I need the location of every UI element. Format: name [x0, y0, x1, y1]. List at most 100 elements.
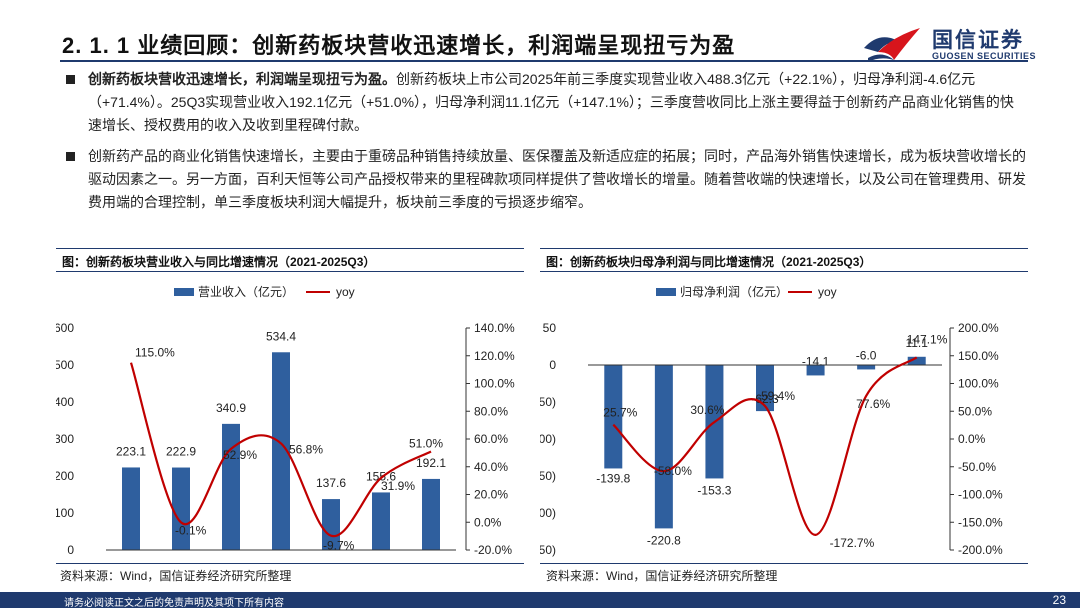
bar-value-label: 11.1	[905, 336, 928, 350]
legend-line-label: yoy	[818, 285, 837, 299]
bar-value-label: -153.3	[697, 483, 731, 497]
yoy-value-label: -9.7%	[323, 539, 355, 553]
legend-bar-label: 归母净利润（亿元）	[680, 284, 788, 299]
page-number: 23	[1052, 593, 1066, 607]
y-right-tick-label: 100.0%	[958, 377, 999, 391]
y-right-tick-label: 20.0%	[474, 488, 508, 502]
revenue-chart: 营业收入（亿元） yoy 0 100 200 300 400 500 600 -20.0% 0.0%…	[56, 284, 515, 564]
x-tick-label: 25Q2	[366, 561, 396, 564]
x-tick-label: 2022	[651, 561, 678, 564]
yoy-value-label: 25.7%	[603, 406, 637, 420]
title-divider	[60, 60, 1028, 62]
bar-value-label: -62.3	[751, 392, 779, 406]
y-left-tick-label: (200)	[540, 506, 556, 520]
yoy-value-label: -172.7%	[830, 536, 875, 550]
y-left-tick-label: 600	[56, 321, 74, 335]
bar	[604, 365, 623, 469]
source-note-left: 资料来源：Wind，国信证券经济研究所整理	[60, 569, 292, 583]
chart-rule	[56, 563, 524, 564]
bar	[907, 356, 926, 365]
y-left-tick-label: (250)	[540, 543, 556, 557]
chart-rule	[56, 248, 524, 249]
bar	[422, 478, 440, 550]
yoy-value-label: 147.1%	[907, 332, 948, 346]
x-tick-label: 2024	[268, 561, 295, 564]
y-left-tick-label: 400	[56, 395, 74, 409]
bar-value-label: 222.9	[166, 445, 196, 459]
yoy-line	[129, 362, 432, 537]
legend-line-label: yoy	[336, 285, 355, 299]
bar-value-label: -14.1	[802, 354, 830, 368]
x-tick-label: 25Q1	[316, 561, 346, 564]
bar-value-label: 340.9	[216, 401, 246, 415]
y-right-tick-label: 0.0%	[958, 432, 986, 446]
yoy-value-label: 52.9%	[223, 448, 257, 462]
legend-bar-swatch	[656, 288, 676, 296]
y-right-tick-label: 100.0%	[474, 377, 515, 391]
y-right-tick-label: -50.0%	[958, 460, 996, 474]
bar-value-label: -220.8	[647, 533, 681, 547]
y-left-tick-label: (100)	[540, 432, 556, 446]
y-right-tick-label: 150.0%	[958, 349, 999, 363]
yoy-value-label: -0.1%	[175, 523, 207, 537]
logo-text-en: GUOSEN SECURITIES	[932, 51, 1037, 61]
yoy-value-label: 51.0%	[409, 436, 443, 450]
bar-value-label: 192.1	[416, 456, 446, 470]
y-right-tick-label: 200.0%	[958, 321, 999, 335]
company-logo: 国信证券 GUOSEN SECURITIES	[860, 22, 1040, 66]
logo-text-cn: 国信证券	[932, 29, 1024, 52]
y-right-tick-label: 120.0%	[474, 349, 515, 363]
yoy-line	[612, 356, 918, 536]
yoy-value-label: 115.0%	[135, 346, 175, 360]
bar	[806, 365, 825, 376]
logo-mark-icon	[864, 28, 920, 62]
bullet-square-icon	[66, 75, 75, 84]
bar	[322, 499, 340, 550]
chart-rule	[540, 248, 1028, 249]
x-tick-label: 2021	[118, 561, 145, 564]
y-left-tick-label: 200	[56, 469, 74, 483]
revenue-chart-panel: 图：创新药板块营业收入与同比增速情况（2021-2025Q3） 营业收入（亿元）…	[56, 248, 524, 564]
y-left-tick-label: 50	[543, 321, 557, 335]
y-right-tick-label: -100.0%	[958, 488, 1003, 502]
bar-value-label: 534.4	[266, 329, 296, 343]
bullet-1-lead: 创新药板块营收迅速增长，利润端呈现扭亏为盈。	[88, 71, 396, 87]
profit-chart-title: 图：创新药板块归母净利润与同比增速情况（2021-2025Q3）	[546, 255, 872, 269]
chart-rule	[540, 271, 1028, 272]
y-right-tick-label: 140.0%	[474, 321, 515, 335]
chart-rule	[56, 271, 524, 272]
y-left-tick-label: 100	[56, 506, 74, 520]
source-note-right: 资料来源：Wind，国信证券经济研究所整理	[546, 569, 778, 583]
footer-disclaimer: 请务必阅读正文之后的免责声明及其项下所有内容	[64, 598, 284, 609]
x-tick-label: 2022	[168, 561, 195, 564]
legend-bar-label: 营业收入（亿元）	[198, 284, 294, 299]
x-tick-label: 25Q1	[801, 561, 831, 564]
y-left-tick-label: 0	[67, 543, 74, 557]
bullet-1: 创新药板块营收迅速增长，利润端呈现扭亏为盈。创新药板块上市公司2025年前三季度…	[62, 68, 1027, 137]
y-right-tick-label: 50.0%	[958, 404, 992, 418]
summary-bullets: 创新药板块营收迅速增长，利润端呈现扭亏为盈。创新药板块上市公司2025年前三季度…	[62, 68, 1027, 222]
profit-chart-panel: 图：创新药板块归母净利润与同比增速情况（2021-2025Q3） 归母净利润（亿…	[540, 248, 1028, 564]
y-left-tick-label: 0	[549, 358, 556, 372]
y-left-tick-label: 300	[56, 432, 74, 446]
y-right-tick-label: 80.0%	[474, 404, 508, 418]
y-right-tick-label: 40.0%	[474, 460, 508, 474]
x-tick-label: 2021	[600, 561, 627, 564]
bullet-2-text: 创新药产品的商业化销售快速增长，主要由于重磅品种销售持续放量、医保覆盖及新适应症…	[88, 148, 1026, 210]
chart-legend: 归母净利润（亿元） yoy	[656, 284, 837, 299]
yoy-value-label: 59.4%	[761, 389, 795, 403]
x-tick-label: 2023	[701, 561, 728, 564]
page-title: 2. 1. 1 业绩回顾：创新药板块营收迅速增长，利润端呈现扭亏为盈	[62, 33, 736, 58]
y-right-tick-label: 0.0%	[474, 515, 502, 529]
bar-value-label: -139.8	[596, 471, 630, 485]
bar	[756, 365, 774, 412]
bullet-1-text: 创新药板块上市公司2025年前三季度实现营业收入488.3亿元（+22.1%），…	[88, 71, 1014, 133]
yoy-value-label: -58.0%	[654, 464, 692, 478]
y-right-tick-label: -20.0%	[474, 543, 512, 557]
chart-legend: 营业收入（亿元） yoy	[174, 284, 355, 299]
revenue-chart-title: 图：创新药板块营业收入与同比增速情况（2021-2025Q3）	[62, 255, 376, 269]
yoy-value-label: 77.6%	[856, 397, 890, 411]
bar-value-label: -6.0	[856, 348, 877, 362]
footer-bar: 请务必阅读正文之后的免责声明及其项下所有内容 23	[0, 592, 1080, 609]
y-right-tick-label: -200.0%	[958, 543, 1003, 557]
